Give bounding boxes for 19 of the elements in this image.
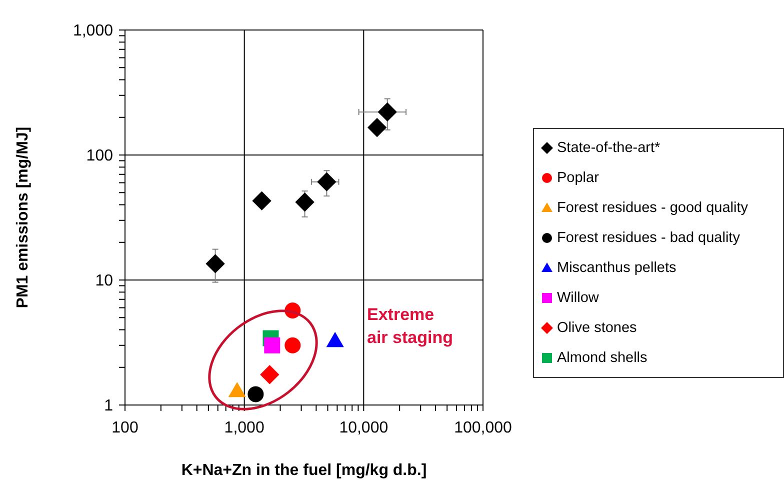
y-tick-label: 100	[86, 148, 114, 165]
y-axis-title: PM1 emissions [mg/MJ]	[14, 126, 32, 308]
x-tick-label: 100	[112, 419, 138, 436]
legend-label: Forest residues - bad quality	[557, 230, 740, 246]
legend-label: Willow	[557, 290, 599, 306]
x-tick-label: 100,000	[454, 419, 512, 436]
legend-label: Forest residues - good quality	[557, 200, 748, 216]
y-tick-label: 1,000	[72, 22, 114, 40]
x-tick-label: 1,000	[224, 419, 264, 436]
x-tick-label: 10,000	[339, 419, 388, 436]
annotation: Extreme air staging	[367, 304, 453, 349]
x-axis-title: K+Na+Zn in the fuel [mg/kg d.b.]	[181, 462, 427, 479]
y-tick-label: 10	[95, 272, 114, 290]
legend-label: Miscanthus pellets	[557, 260, 676, 276]
legend-label: State-of-the-art*	[557, 140, 660, 156]
legend-label: Almond shells	[557, 350, 648, 366]
y-tick-label: 1	[104, 398, 114, 415]
legend-label: Poplar	[557, 170, 599, 186]
legend-label: Olive stones	[557, 320, 637, 336]
